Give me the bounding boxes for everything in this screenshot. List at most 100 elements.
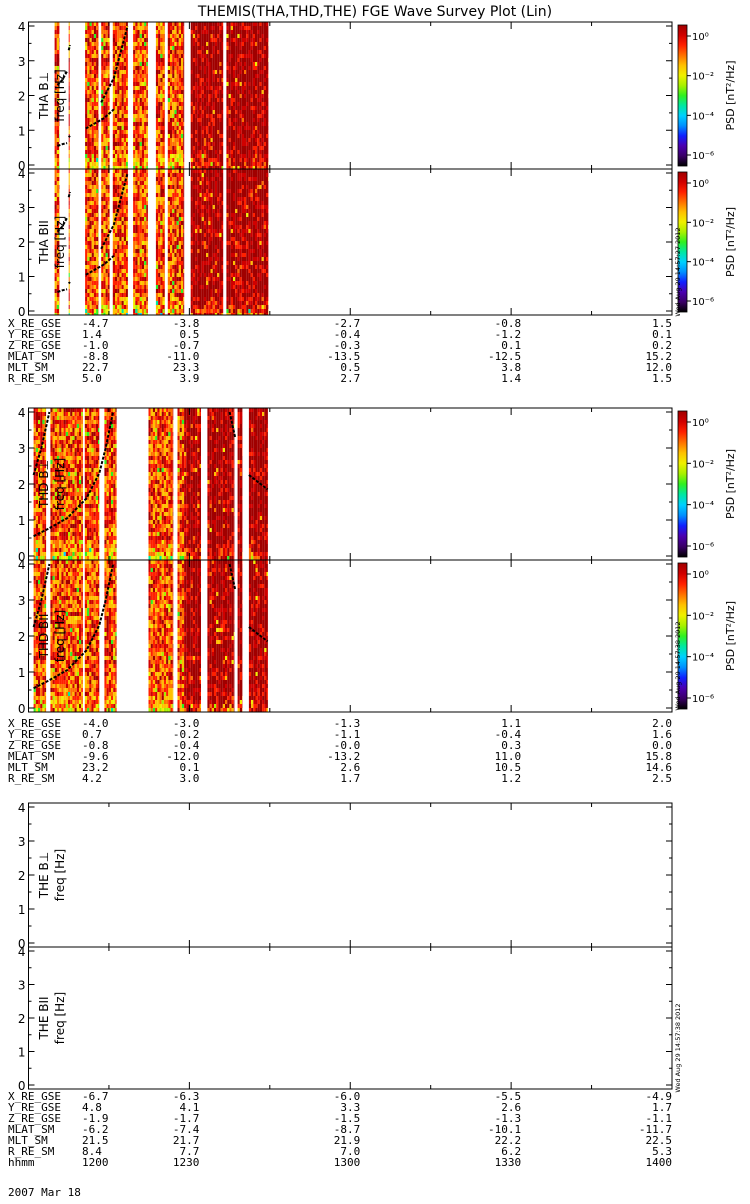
spectrogram-cell [170, 245, 172, 249]
spectrogram-cell [264, 146, 266, 150]
spectrogram-cell [193, 26, 195, 30]
spectrogram-cell [108, 237, 110, 241]
spectrogram-cell [168, 50, 170, 54]
spectrogram-cell [215, 169, 217, 173]
spectrogram-cell [57, 197, 59, 201]
spectrogram-cell [92, 98, 94, 102]
spectrogram-cell [177, 225, 179, 229]
spectrogram-cell [204, 193, 206, 197]
spectrogram-cell [87, 269, 89, 273]
spectrogram-cell [219, 213, 221, 217]
spectrogram-cell [146, 114, 148, 118]
spectrogram-cell [191, 142, 193, 146]
spectrogram-cell [266, 22, 268, 26]
spectrogram-cell [119, 42, 121, 46]
spectrogram-cell [183, 26, 184, 30]
spectrogram-cell [87, 138, 89, 142]
spectrogram-cell [87, 22, 89, 26]
spectrogram-cell [156, 114, 158, 118]
spectrogram-cell [200, 162, 202, 166]
spectrogram-cell [174, 241, 176, 245]
spectrogram-cell [233, 34, 235, 38]
spectrogram-cell [174, 50, 176, 54]
spectrogram-cell [55, 26, 57, 30]
spectrogram-cell [204, 257, 206, 261]
spectrogram-cell [170, 201, 172, 205]
spectrogram-cell [200, 221, 202, 225]
spectrogram-cell [246, 78, 248, 82]
spectrogram-cell [90, 158, 92, 162]
spectrogram-cell [179, 90, 181, 94]
spectrogram-cell [146, 293, 148, 297]
spectrogram-cell [85, 305, 87, 309]
spectrogram-cell [244, 30, 246, 34]
spectrogram-cell [57, 30, 59, 34]
spectrogram-cell [193, 46, 195, 50]
spectrogram-cell [177, 301, 179, 305]
spectrogram-cell [248, 22, 250, 26]
spectrogram-cell [106, 122, 108, 126]
spectrogram-cell [135, 150, 137, 154]
spectrogram-cell [181, 114, 183, 118]
spectrogram-cell [195, 253, 197, 257]
spectrogram-cell [113, 173, 115, 177]
spectrogram-cell [213, 62, 215, 66]
spectrogram-cell [138, 237, 140, 241]
spectrogram-cell [69, 293, 70, 297]
spectrogram-cell [87, 114, 89, 118]
spectrogram-cell [264, 110, 266, 114]
spectrogram-cell [170, 277, 172, 281]
spectrogram-cell [240, 102, 242, 106]
spectrogram-cell [266, 126, 268, 130]
spectrogram-cell [211, 213, 213, 217]
spectrogram-cell [259, 62, 261, 66]
spectrogram-cell [253, 90, 255, 94]
spectrogram-cell [108, 130, 110, 134]
spectrogram-cell [172, 221, 174, 225]
spectrogram-cell [179, 169, 181, 173]
spectrogram-cell [117, 130, 119, 134]
spectrogram-cell [92, 142, 94, 146]
spectrogram-cell [92, 42, 94, 46]
spectrogram-cell [119, 297, 121, 301]
spectrogram-cell [246, 146, 248, 150]
spectrogram-cell [195, 277, 197, 281]
spectrogram-cell [204, 309, 206, 313]
spectrogram-cell [92, 102, 94, 106]
spectrogram-cell [126, 158, 128, 162]
spectrogram-cell [219, 98, 221, 102]
spectrogram-cell [202, 253, 204, 257]
spectrogram-cell [204, 265, 206, 269]
spectrogram-cell [133, 277, 135, 281]
spectrogram-cell [179, 66, 181, 70]
spectrogram-cell [163, 209, 165, 213]
spectrogram-cell [126, 213, 128, 217]
spectrogram-cell [174, 253, 176, 257]
spectrogram-cell [206, 62, 208, 66]
spectrogram-cell [197, 309, 199, 313]
spectrogram-cell [146, 253, 148, 257]
spectrogram-cell [262, 154, 264, 158]
spectrogram-cell [177, 241, 179, 245]
spectrogram-cell [113, 285, 115, 289]
spectrogram-cell [135, 177, 137, 181]
spectrogram-cell [144, 126, 146, 130]
spectrogram-cell [181, 162, 183, 166]
spectrogram-cell [193, 82, 195, 86]
spectrogram-cell [204, 114, 206, 118]
spectrogram-cell [215, 253, 217, 257]
spectrogram-cell [101, 42, 103, 46]
spectrogram-cell [231, 66, 233, 70]
spectrogram-cell [219, 158, 221, 162]
spectrogram-cell [251, 50, 253, 54]
spectrogram-cell [233, 86, 235, 90]
spectrogram-cell [101, 106, 103, 110]
spectrogram-cell [146, 289, 148, 293]
spectrogram-cell [101, 122, 103, 126]
spectrogram-cell [133, 158, 135, 162]
spectrogram-cell [200, 229, 202, 233]
spectrogram-cell [142, 102, 144, 106]
spectrogram-cell [163, 265, 165, 269]
spectrogram-cell [168, 158, 170, 162]
spectrogram-cell [55, 30, 57, 34]
